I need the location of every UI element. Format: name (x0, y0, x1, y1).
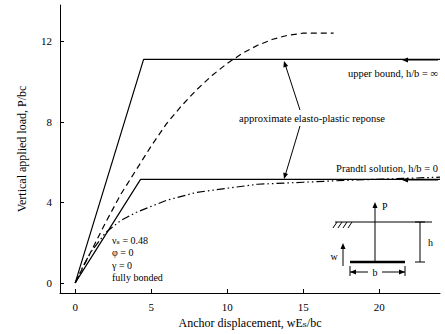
svg-text:Anchor displacement, wEₛ/bc: Anchor displacement, wEₛ/bc (179, 316, 322, 330)
svg-text:approximate elasto-plastic rep: approximate elasto-plastic reponse (239, 113, 385, 124)
svg-text:νₛ = 0.48: νₛ = 0.48 (112, 235, 148, 246)
svg-text:P: P (382, 201, 388, 212)
svg-text:Vertical applied load, P/bc: Vertical applied load, P/bc (15, 86, 29, 213)
svg-text:20: 20 (374, 301, 386, 313)
svg-text:φ = 0: φ = 0 (112, 247, 133, 258)
svg-text:γ = 0: γ = 0 (111, 260, 132, 271)
svg-text:4: 4 (47, 196, 53, 208)
svg-text:12: 12 (41, 35, 52, 47)
svg-text:Prandtl solution, h/b = 0: Prandtl solution, h/b = 0 (336, 163, 438, 174)
svg-text:w: w (330, 251, 338, 262)
svg-text:5: 5 (148, 301, 154, 313)
svg-text:10: 10 (222, 301, 234, 313)
svg-text:upper bound, h/b = ∞: upper bound, h/b = ∞ (348, 68, 438, 79)
svg-text:fully bonded: fully bonded (112, 272, 163, 283)
svg-text:0: 0 (72, 301, 78, 313)
svg-text:8: 8 (47, 116, 53, 128)
svg-text:0: 0 (47, 277, 53, 289)
svg-text:b: b (373, 267, 378, 278)
svg-text:h: h (428, 237, 433, 248)
svg-text:15: 15 (298, 301, 310, 313)
